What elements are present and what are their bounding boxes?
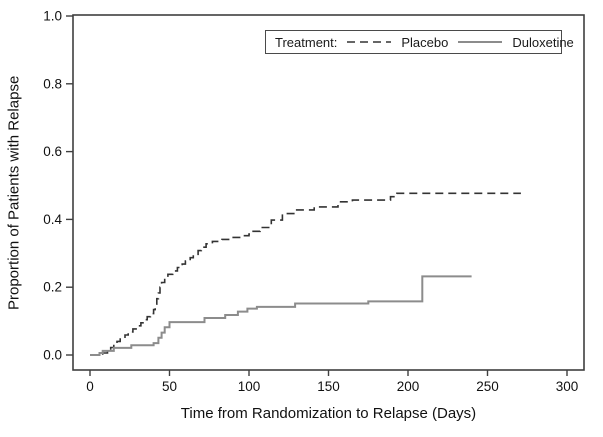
x-tick-label: 300	[556, 379, 579, 394]
y-tick-label: 0.4	[43, 212, 62, 227]
y-axis-title: Proportion of Patients with Relapse	[5, 75, 23, 311]
y-tick-label: 0.8	[43, 76, 62, 91]
legend-box: Treatment: Placebo Duloxetine	[265, 30, 574, 54]
y-tick-label: 0.6	[43, 144, 62, 159]
x-tick-label: 50	[162, 379, 177, 394]
x-tick-label: 100	[238, 379, 261, 394]
legend-label-duloxetine: Duloxetine	[512, 34, 574, 50]
duloxetine-solid-line-sample	[458, 41, 503, 43]
legend-label-placebo: Placebo	[401, 34, 449, 50]
x-tick-label: 200	[397, 379, 420, 394]
x-tick-label: 0	[86, 379, 94, 394]
series-line-placebo	[90, 192, 521, 356]
y-tick-label: 1.0	[43, 9, 62, 24]
legend-title: Treatment:	[275, 34, 338, 50]
y-tick-label: 0.2	[43, 280, 62, 295]
series-line-duloxetine	[90, 275, 472, 356]
x-tick-label: 150	[317, 379, 340, 394]
placebo-dashed-line-sample	[347, 41, 392, 43]
y-tick-label: 0.0	[43, 348, 62, 363]
x-tick-label: 250	[476, 379, 499, 394]
x-axis-title: Time from Randomization to Relapse (Days…	[180, 405, 477, 422]
